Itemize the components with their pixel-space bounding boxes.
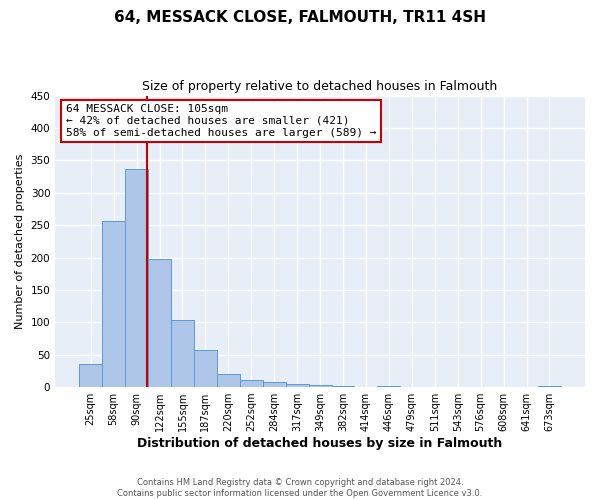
Bar [240, 380, 263, 387]
Bar [125, 169, 148, 387]
Bar [148, 260, 171, 387]
Bar [377, 386, 400, 387]
Bar [308, 385, 332, 387]
Bar [102, 221, 125, 387]
Y-axis label: Number of detached properties: Number of detached properties [15, 154, 25, 329]
Bar [171, 320, 194, 387]
Text: 64 MESSACK CLOSE: 105sqm
← 42% of detached houses are smaller (421)
58% of semi-: 64 MESSACK CLOSE: 105sqm ← 42% of detach… [66, 104, 376, 138]
Text: Contains HM Land Registry data © Crown copyright and database right 2024.
Contai: Contains HM Land Registry data © Crown c… [118, 478, 482, 498]
Bar [194, 350, 217, 387]
X-axis label: Distribution of detached houses by size in Falmouth: Distribution of detached houses by size … [137, 437, 503, 450]
Bar [332, 386, 355, 387]
Text: 64, MESSACK CLOSE, FALMOUTH, TR11 4SH: 64, MESSACK CLOSE, FALMOUTH, TR11 4SH [114, 10, 486, 25]
Bar [538, 386, 561, 387]
Title: Size of property relative to detached houses in Falmouth: Size of property relative to detached ho… [142, 80, 498, 93]
Bar [286, 384, 308, 387]
Bar [263, 382, 286, 387]
Bar [79, 364, 102, 387]
Bar [217, 374, 240, 387]
